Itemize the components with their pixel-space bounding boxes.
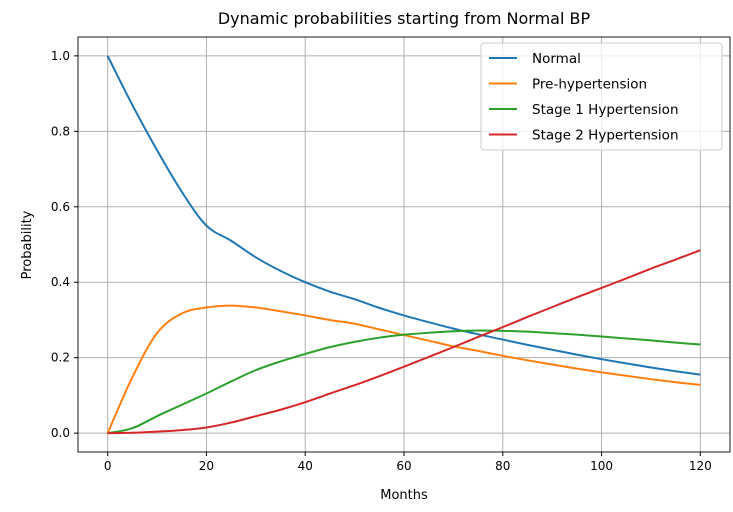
legend-label: Normal — [532, 51, 581, 67]
x-tick-label: 60 — [396, 459, 411, 473]
x-tick-label: 100 — [590, 459, 613, 473]
x-tick-label: 80 — [495, 459, 510, 473]
y-tick-label: 0.8 — [51, 124, 70, 138]
axis-ticks: 0 20 40 60 80 100 120 0.0 0.2 0.4 0.6 0.8 1.0 — [51, 49, 712, 473]
y-tick-label: 0.4 — [51, 275, 70, 289]
legend: Normal Pre-hypertension Stage 1 Hypertensi… — [480, 42, 723, 151]
x-tick-label: 120 — [689, 459, 712, 473]
series-line-3 — [107, 249, 701, 435]
plot-frame — [77, 36, 731, 453]
y-tick-label: 0.6 — [51, 200, 70, 214]
series-line-2 — [107, 329, 701, 435]
y-tick-label: 0.0 — [51, 426, 70, 440]
y-tick-label: 1.0 — [51, 49, 70, 63]
y-tick-label: 0.2 — [51, 351, 70, 365]
series-lines — [106, 55, 701, 435]
series-line-0 — [106, 55, 701, 376]
legend-label: Pre-hypertension — [532, 77, 647, 93]
x-tick-label: 20 — [199, 459, 214, 473]
chart-title: Dynamic probabilities starting from Norm… — [218, 9, 591, 28]
x-tick-label: 0 — [104, 459, 112, 473]
x-axis-label: Months — [380, 488, 428, 503]
x-tick-label: 40 — [298, 459, 313, 473]
legend-label: Stage 2 Hypertension — [532, 128, 679, 144]
legend-label: Stage 1 Hypertension — [532, 102, 679, 118]
y-axis-label: Probability — [20, 210, 35, 279]
legend-box — [480, 42, 723, 151]
